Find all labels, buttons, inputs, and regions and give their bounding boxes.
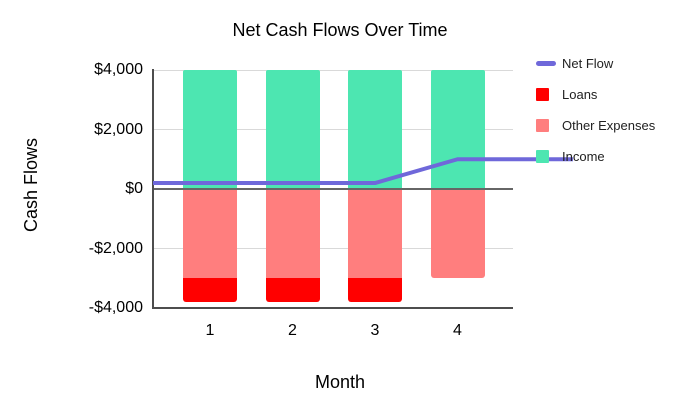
- legend-item-income: Income: [536, 147, 655, 165]
- legend-label: Income: [562, 148, 605, 164]
- legend-item-loans: Loans: [536, 85, 655, 103]
- x-axis-line: [152, 307, 513, 309]
- bar-income-3: [348, 70, 402, 189]
- bar-loans-3: [348, 278, 402, 303]
- income-swatch-icon: [536, 149, 549, 163]
- legend-item-other-expenses: Other Expenses: [536, 116, 655, 134]
- gridline: [153, 248, 513, 249]
- x-tick-label: 1: [205, 322, 215, 339]
- y-tick-label: -$4,000: [88, 299, 143, 316]
- y-tick-label: $4,000: [94, 61, 143, 78]
- y-tick-label: $2,000: [94, 120, 143, 138]
- bar-income-4: [430, 70, 485, 189]
- bar-income-2: [265, 70, 320, 189]
- bar-loans-1: [183, 278, 237, 303]
- y-axis-line: [152, 69, 154, 309]
- x-axis-title: Month: [314, 372, 366, 392]
- legend: Net Flow Loans Other Expenses Income: [536, 54, 655, 178]
- bar-other-expenses-4: [430, 189, 485, 279]
- bar-other-expenses-2: [265, 189, 320, 279]
- legend-item-net-flow: Net Flow: [536, 54, 655, 72]
- zero-baseline: [153, 188, 513, 190]
- y-tick-label: -$2,000: [88, 239, 143, 257]
- bar-loans-2: [265, 278, 320, 303]
- legend-label: Loans: [562, 86, 598, 102]
- bar-income-1: [183, 70, 237, 189]
- legend-label: Net Flow: [562, 55, 614, 71]
- other-expenses-swatch-icon: [536, 118, 549, 132]
- gridline: [153, 69, 513, 71]
- y-tick-label: $0: [125, 180, 143, 197]
- bar-other-expenses-1: [183, 189, 237, 279]
- bar-other-expenses-3: [348, 189, 402, 279]
- net-flow-swatch-icon: [536, 60, 556, 66]
- loans-swatch-icon: [536, 87, 549, 101]
- chart-title: Net Cash Flows Over Time: [232, 20, 448, 40]
- x-tick-label: 4: [453, 322, 462, 339]
- gridline: [153, 129, 513, 130]
- x-tick-label: 2: [288, 322, 297, 339]
- x-tick-label: 3: [370, 322, 380, 339]
- legend-label: Other Expenses: [562, 117, 656, 133]
